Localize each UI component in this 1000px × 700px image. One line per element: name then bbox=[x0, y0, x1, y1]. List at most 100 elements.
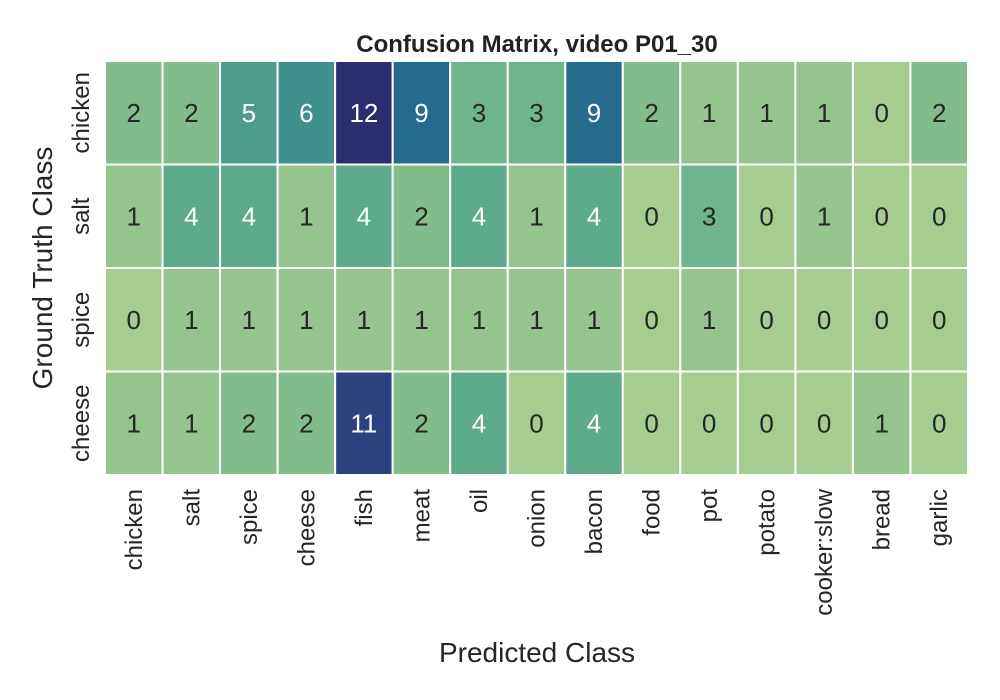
cell-value-label: 1 bbox=[299, 201, 313, 231]
heatmap-cell-cheese-salt bbox=[161, 370, 222, 476]
cell-value-label: 4 bbox=[587, 408, 601, 438]
cell-value-label: 4 bbox=[357, 201, 371, 231]
cell-value-label: 0 bbox=[644, 201, 658, 231]
cell-value-label: 0 bbox=[759, 305, 773, 335]
cell-value-label: 4 bbox=[472, 201, 486, 231]
cell-value-label: 5 bbox=[242, 98, 256, 128]
cell-value-label: 2 bbox=[414, 408, 428, 438]
x-tick-label: onion bbox=[524, 489, 551, 548]
heatmap-cell-cheese-fish bbox=[334, 370, 394, 476]
heatmap-cell-chicken-salt bbox=[161, 60, 222, 166]
cell-value-label: 6 bbox=[299, 98, 313, 128]
heatmap-cell-labels: 2 2 5 6 12 9 3 3 9 2 1 1 1 0 21 4 4 1 4 2 4 1 4 0 3 0 1 0 00 1 1 1 1 1 1 1 1… bbox=[127, 98, 947, 439]
heatmap-cell-salt-fish bbox=[334, 163, 394, 269]
cell-value-label: 0 bbox=[644, 305, 658, 335]
heatmap-cell-spice-garlic bbox=[909, 267, 970, 373]
x-tick-label: cooker:slow bbox=[811, 488, 838, 615]
cell-value-label: 4 bbox=[242, 201, 256, 231]
heatmap-cell-salt-spice bbox=[219, 163, 279, 269]
cell-value-label: 11 bbox=[350, 408, 377, 438]
cell-value-label: 0 bbox=[874, 98, 888, 128]
heatmap-cell-salt-bread bbox=[851, 163, 912, 269]
heatmap-cell-cheese-bread bbox=[851, 370, 912, 476]
x-tick-label: oil bbox=[466, 489, 493, 513]
heatmap-cell-salt-potato bbox=[736, 163, 797, 269]
x-axis-label: Predicted Class bbox=[439, 637, 635, 668]
cell-value-label: 3 bbox=[529, 98, 543, 128]
heatmap-cells bbox=[104, 60, 970, 476]
cell-value-label: 0 bbox=[127, 305, 141, 335]
cell-value-label: 0 bbox=[932, 201, 946, 231]
cell-value-label: 1 bbox=[242, 305, 256, 335]
heatmap-cell-cheese-cheese bbox=[276, 370, 337, 476]
cell-value-label: 1 bbox=[184, 305, 198, 335]
heatmap-cell-salt-chicken bbox=[104, 163, 164, 269]
cell-value-label: 0 bbox=[759, 201, 773, 231]
heatmap-cell-cheese-bacon bbox=[564, 370, 624, 476]
y-tick-label: cheese bbox=[68, 385, 95, 462]
cell-value-label: 1 bbox=[702, 98, 716, 128]
cell-value-label: 1 bbox=[529, 201, 543, 231]
heatmap-cell-spice-chicken bbox=[104, 267, 164, 373]
cell-value-label: 2 bbox=[184, 98, 198, 128]
y-axis-label: Ground Truth Class bbox=[27, 147, 58, 390]
cell-value-label: 3 bbox=[702, 201, 716, 231]
heatmap-cell-spice-potato bbox=[736, 267, 797, 373]
cell-value-label: 2 bbox=[127, 98, 141, 128]
heatmap-cell-cheese-food bbox=[621, 370, 682, 476]
cell-value-label: 2 bbox=[299, 408, 313, 438]
x-tick-label: meat bbox=[408, 489, 435, 543]
heatmap-cell-chicken-onion bbox=[506, 60, 567, 166]
cell-value-label: 1 bbox=[127, 408, 141, 438]
x-tick-label: chicken bbox=[121, 489, 148, 570]
heatmap-cell-cheese-potato bbox=[736, 370, 797, 476]
cell-value-label: 0 bbox=[759, 408, 773, 438]
cell-value-label: 3 bbox=[472, 98, 486, 128]
heatmap-cell-salt-cheese bbox=[276, 163, 337, 269]
cell-value-label: 1 bbox=[529, 305, 543, 335]
heatmap-cell-cheese-meat bbox=[391, 370, 452, 476]
x-tick-label: bacon bbox=[581, 489, 608, 554]
cell-value-label: 0 bbox=[874, 305, 888, 335]
x-axis-tick-labels: chicken salt spice cheese fish meat oil onion ba… bbox=[121, 488, 953, 615]
cell-value-label: 4 bbox=[472, 408, 486, 438]
x-tick-label: garlic bbox=[926, 489, 953, 546]
heatmap-cell-cheese-onion bbox=[506, 370, 567, 476]
cell-value-label: 1 bbox=[472, 305, 486, 335]
cell-value-label: 1 bbox=[127, 201, 141, 231]
heatmap-cell-salt-oil bbox=[449, 163, 509, 269]
cell-value-label: 1 bbox=[817, 201, 831, 231]
x-tick-label: pot bbox=[696, 489, 723, 523]
cell-value-label: 0 bbox=[702, 408, 716, 438]
heatmap-cell-chicken-meat bbox=[391, 60, 452, 166]
cell-value-label: 0 bbox=[817, 305, 831, 335]
y-tick-label: spice bbox=[68, 292, 95, 348]
cell-value-label: 1 bbox=[702, 305, 716, 335]
cell-value-label: 1 bbox=[414, 305, 428, 335]
x-tick-label: fish bbox=[351, 489, 378, 526]
cell-value-label: 1 bbox=[184, 408, 198, 438]
heatmap-cell-spice-oil bbox=[449, 267, 509, 373]
cell-value-label: 0 bbox=[817, 408, 831, 438]
y-tick-label: salt bbox=[68, 197, 95, 235]
heatmap-cell-cheese-pot bbox=[679, 370, 739, 476]
cell-value-label: 0 bbox=[644, 408, 658, 438]
heatmap-cell-chicken-bread bbox=[851, 60, 912, 166]
cell-value-label: 1 bbox=[759, 98, 773, 128]
cell-value-label: 1 bbox=[874, 408, 888, 438]
cell-value-label: 1 bbox=[299, 305, 313, 335]
cell-value-label: 1 bbox=[587, 305, 601, 335]
cell-value-label: 2 bbox=[932, 98, 946, 128]
heatmap-cell-salt-salt bbox=[161, 163, 222, 269]
heatmap-cell-chicken-potato bbox=[736, 60, 797, 166]
cell-value-label: 2 bbox=[242, 408, 256, 438]
heatmap-cell-salt-garlic bbox=[909, 163, 970, 269]
heatmap-cell-salt-onion bbox=[506, 163, 567, 269]
x-tick-label: food bbox=[639, 489, 666, 536]
heatmap-cell-chicken-chicken bbox=[104, 60, 164, 166]
heatmap-cell-chicken-food bbox=[621, 60, 682, 166]
y-tick-label: chicken bbox=[68, 72, 95, 153]
heatmap-cell-cheese-garlic bbox=[909, 370, 970, 476]
cell-value-label: 12 bbox=[349, 98, 378, 128]
x-tick-label: cheese bbox=[293, 489, 320, 566]
